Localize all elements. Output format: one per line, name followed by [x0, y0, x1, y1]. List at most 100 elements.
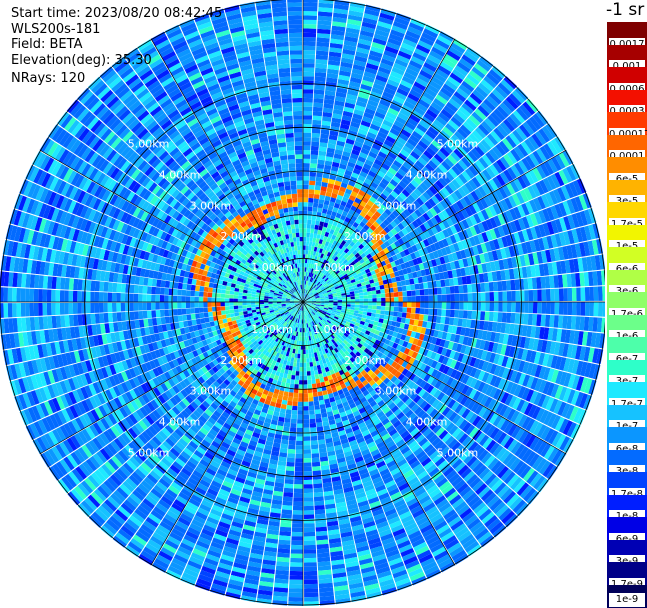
backscatter-gate — [314, 405, 320, 410]
backscatter-gate — [3, 303, 8, 318]
backscatter-gate — [178, 315, 183, 322]
backscatter-gate — [222, 315, 227, 320]
backscatter-gate — [333, 304, 338, 306]
backscatter-gate — [315, 514, 326, 519]
backscatter-gate — [247, 299, 251, 302]
backscatter-gate — [372, 306, 377, 310]
backscatter-gate — [77, 303, 82, 314]
backscatter-gate — [351, 305, 356, 308]
backscatter-gate — [300, 358, 303, 362]
backscatter-gate — [251, 300, 255, 303]
backscatter-gate — [374, 317, 379, 322]
backscatter-gate — [529, 302, 534, 313]
backscatter-gate — [138, 294, 143, 302]
backscatter-gate — [156, 279, 161, 287]
backscatter-gate — [297, 428, 303, 433]
backscatter-gate — [134, 294, 139, 302]
backscatter-gate — [229, 302, 233, 306]
backscatter-gate — [293, 397, 298, 402]
backscatter-gate — [342, 304, 347, 306]
backscatter-gate — [304, 441, 311, 446]
backscatter-gate — [528, 314, 533, 325]
backscatter-gate — [251, 302, 255, 305]
backscatter-gate — [311, 371, 315, 376]
backscatter-gate — [428, 309, 433, 316]
backscatter-gate — [242, 299, 246, 302]
backscatter-gate — [229, 298, 233, 302]
backscatter-gate — [121, 303, 126, 312]
backscatter-gate — [304, 562, 317, 567]
backscatter-gate — [160, 295, 165, 302]
backscatter-gate — [507, 302, 512, 312]
backscatter-gate — [195, 285, 200, 291]
backscatter-gate — [289, 593, 303, 598]
backscatter-gate — [295, 467, 303, 472]
backscatter-gate — [226, 286, 231, 291]
backscatter-gate — [288, 370, 292, 375]
backscatter-gate — [82, 280, 87, 291]
backscatter-gate — [284, 369, 288, 374]
backscatter-gate — [284, 422, 291, 427]
backscatter-gate — [304, 549, 316, 554]
backscatter-gate — [372, 302, 376, 306]
backscatter-gate — [305, 332, 307, 337]
backscatter-gate — [60, 278, 65, 290]
backscatter-gate — [467, 311, 472, 320]
backscatter-gate — [108, 293, 113, 303]
backscatter-gate — [247, 302, 252, 305]
backscatter-gate — [306, 358, 309, 363]
backscatter-gate — [524, 302, 529, 313]
ppi-plot: 1.00km1.00km1.00km1.00km2.00km2.00km2.00… — [0, 0, 605, 607]
backscatter-gate — [293, 506, 303, 511]
backscatter-gate — [225, 290, 230, 294]
backscatter-gate — [251, 294, 256, 297]
backscatter-gate — [313, 483, 322, 488]
backscatter-gate — [445, 317, 450, 325]
backscatter-gate — [294, 480, 303, 485]
backscatter-gate — [203, 292, 208, 297]
backscatter-gate — [299, 384, 303, 389]
backscatter-gate — [283, 427, 290, 432]
backscatter-gate — [429, 302, 434, 308]
backscatter-gate — [190, 291, 195, 297]
backscatter-gate — [186, 296, 191, 302]
backscatter-gate — [86, 303, 91, 314]
backscatter-gate — [242, 296, 247, 299]
backscatter-gate — [147, 303, 152, 311]
backscatter-gate — [502, 313, 507, 323]
backscatter-gate — [393, 312, 398, 317]
backscatter-gate — [304, 445, 311, 450]
backscatter-gate — [156, 287, 161, 294]
backscatter-gate — [230, 310, 235, 314]
backscatter-gate — [99, 313, 104, 323]
backscatter-gate — [309, 414, 315, 419]
backscatter-gate — [489, 312, 494, 322]
backscatter-gate — [307, 341, 310, 346]
backscatter-gate — [304, 450, 312, 455]
backscatter-gate — [38, 289, 43, 302]
backscatter-gate — [182, 315, 187, 321]
backscatter-gate — [359, 305, 364, 308]
backscatter-gate — [160, 310, 165, 317]
backscatter-gate — [372, 309, 377, 313]
backscatter-gate — [134, 303, 139, 311]
backscatter-gate — [289, 436, 296, 441]
backscatter-gate — [318, 435, 325, 440]
backscatter-gate — [286, 409, 292, 414]
backscatter-gate — [303, 354, 306, 359]
backscatter-gate — [437, 309, 442, 316]
backscatter-gate — [204, 317, 209, 323]
backscatter-gate — [194, 297, 199, 302]
backscatter-gate — [292, 515, 303, 520]
backscatter-gate — [279, 531, 291, 536]
backscatter-gate — [291, 357, 295, 362]
backscatter-gate — [247, 308, 252, 311]
backscatter-gate — [304, 467, 312, 472]
backscatter-gate — [313, 396, 318, 401]
backscatter-gate — [29, 289, 34, 302]
backscatter-gate — [306, 354, 309, 359]
backscatter-gate — [151, 287, 156, 295]
backscatter-gate — [177, 309, 182, 315]
backscatter-gate — [380, 314, 385, 319]
backscatter-gate — [186, 284, 191, 290]
